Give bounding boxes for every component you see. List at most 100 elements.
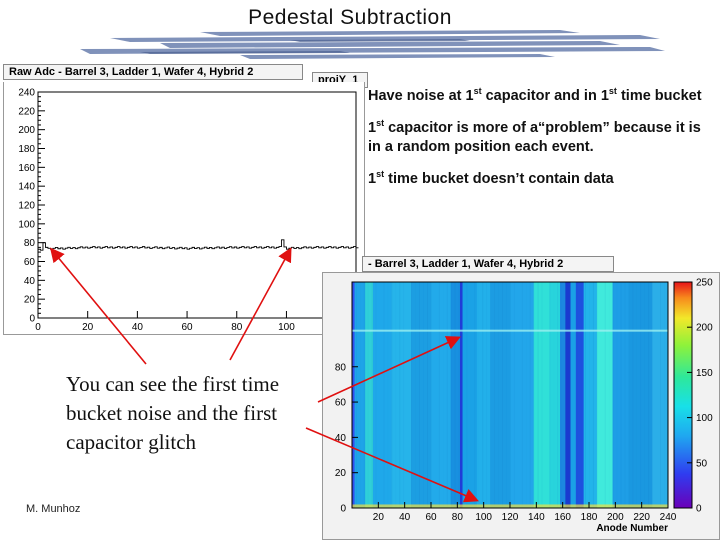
caption-text: You can see the first time bucket noise … xyxy=(66,372,280,454)
heatmap-fine-column xyxy=(399,282,401,508)
heatmap-x-tick-label: 60 xyxy=(425,512,437,523)
heatmap-fine-column xyxy=(506,282,507,508)
left-x-tick-label: 80 xyxy=(231,322,243,333)
heatmap-fine-column xyxy=(577,282,578,508)
heatmap-fine-column xyxy=(466,282,468,508)
heatmap-fine-column xyxy=(391,282,393,508)
heatmap-x-tick-label: 140 xyxy=(528,512,545,523)
colorbar-tick-label: 150 xyxy=(696,368,713,379)
heatmap-fine-column xyxy=(589,282,590,508)
heatmap-fine-column xyxy=(612,282,614,508)
heatmap-fine-column xyxy=(644,282,646,508)
heatmap-fine-column xyxy=(367,282,369,508)
left-y-tick-label: 40 xyxy=(24,276,36,287)
heatmap-column-band xyxy=(477,282,491,508)
heatmap-fine-column xyxy=(383,282,385,508)
left-y-tick-label: 200 xyxy=(18,125,35,136)
left-plot-header: Raw Adc - Barrel 3, Ladder 1, Wafer 4, H… xyxy=(3,64,303,80)
left-y-tick-label: 220 xyxy=(18,106,35,117)
left-y-tick-label: 160 xyxy=(18,163,35,174)
colorbar xyxy=(673,281,693,509)
left-y-tick-label: 80 xyxy=(24,238,36,249)
heatmap-fine-column xyxy=(446,282,448,508)
heatmap-column-band xyxy=(560,282,566,508)
heatmap-fine-column xyxy=(482,282,484,508)
heatmap-column-band xyxy=(570,282,576,508)
left-x-tick-label: 0 xyxy=(35,322,41,333)
bullet-noise: Have noise at 1st capacitor and in 1st t… xyxy=(368,86,702,104)
heatmap-x-tick-label: 40 xyxy=(399,512,411,523)
left-x-tick-label: 40 xyxy=(132,322,144,333)
heatmap-capacitor-row xyxy=(352,329,668,332)
colorbar-tick-label: 50 xyxy=(696,458,708,469)
heatmap-fine-column xyxy=(616,282,618,508)
heatmap-fine-column xyxy=(541,282,543,508)
colorbar-tick-label: 200 xyxy=(696,323,713,334)
heatmap-fine-column xyxy=(640,282,642,508)
bullet-list: Have noise at 1st capacitor and in 1st t… xyxy=(368,82,714,196)
left-y-tick-label: 60 xyxy=(24,257,36,268)
heatmap-fine-column xyxy=(494,282,495,508)
heatmap-fine-column xyxy=(486,282,488,508)
heatmap-column-band xyxy=(459,282,463,508)
left-y-tick-label: 0 xyxy=(29,314,35,325)
heatmap-x-axis-label: Anode Number xyxy=(596,523,668,534)
colorbar-tick-label: 100 xyxy=(696,413,713,424)
right-plot-header: - Barrel 3, Ladder 1, Wafer 4, Hybrid 2 xyxy=(362,256,614,272)
colorbar-tick-label: 0 xyxy=(696,504,702,515)
heatmap-x-tick-label: 240 xyxy=(660,512,677,523)
arrow-to-heatmap-line xyxy=(317,336,461,403)
author-footer: M. Munhoz xyxy=(26,503,81,515)
heatmap-fine-column xyxy=(592,282,594,508)
heatmap-x-tick-label: 20 xyxy=(373,512,385,523)
left-x-tick-label: 60 xyxy=(182,322,194,333)
heatmap-column-band xyxy=(354,282,366,508)
heatmap-fine-column xyxy=(502,282,503,508)
arrow-to-heatmap-bottom xyxy=(305,427,479,503)
heatmap-x-tick-label: 200 xyxy=(607,512,624,523)
heatmap-y-tick-label: 80 xyxy=(335,362,347,373)
heatmap-fine-column xyxy=(478,282,480,508)
left-x-tick-label: 20 xyxy=(82,322,94,333)
bullet-capacitor: 1st capacitor is more of a“problem” beca… xyxy=(368,117,701,155)
heatmap-fine-column xyxy=(474,282,476,508)
left-y-tick-label: 240 xyxy=(18,88,35,99)
right-plot: 0 20 40 60 80 20 40 60 80 100 120 140 160 180 200 220 24… xyxy=(335,278,713,535)
heatmap-fine-column xyxy=(652,282,653,508)
heatmap-column-band xyxy=(490,282,510,508)
heatmap-column-band xyxy=(583,282,597,508)
heatmap-x-tick-label: 220 xyxy=(633,512,650,523)
heatmap-column-band xyxy=(510,282,534,508)
heatmap-column-band xyxy=(411,282,431,508)
left-y-tick-label: 120 xyxy=(18,201,35,212)
heatmap-fine-column xyxy=(585,282,586,508)
heatmap-fine-column xyxy=(395,282,397,508)
colorbar-tick-label: 250 xyxy=(696,278,713,289)
heatmap-fine-column xyxy=(596,282,598,508)
heatmap-fine-column xyxy=(549,282,551,508)
heatmap-fine-column xyxy=(419,282,420,508)
heatmap-fine-column xyxy=(355,282,357,508)
heatmap-fine-column xyxy=(510,282,511,508)
page-title: Pedestal Subtraction xyxy=(248,6,452,29)
heatmap-fine-column xyxy=(458,282,460,508)
heatmap-fine-column xyxy=(565,282,567,508)
heatmap-y-tick-label: 20 xyxy=(335,468,347,479)
heatmap-column-band xyxy=(391,282,412,508)
left-y-tick-label: 140 xyxy=(18,182,35,193)
heatmap-column-band xyxy=(628,282,653,508)
heatmap-y-tick-label: 40 xyxy=(335,433,347,444)
heatmap-fine-column xyxy=(557,282,559,508)
heatmap-fine-column xyxy=(513,282,515,508)
heatmap-x-tick-label: 120 xyxy=(502,512,519,523)
heatmap-fine-column xyxy=(660,282,661,508)
left-plot-area xyxy=(37,91,357,319)
heatmap-column-band xyxy=(533,282,550,508)
heatmap-fine-column xyxy=(604,282,606,508)
heatmap-fine-column xyxy=(423,282,424,508)
left-y-tick-label: 20 xyxy=(24,295,36,306)
heatmap-column-band xyxy=(365,282,374,508)
heatmap-fine-column xyxy=(620,282,622,508)
heatmap-fine-column xyxy=(427,282,428,508)
left-y-tick-label: 100 xyxy=(18,219,35,230)
